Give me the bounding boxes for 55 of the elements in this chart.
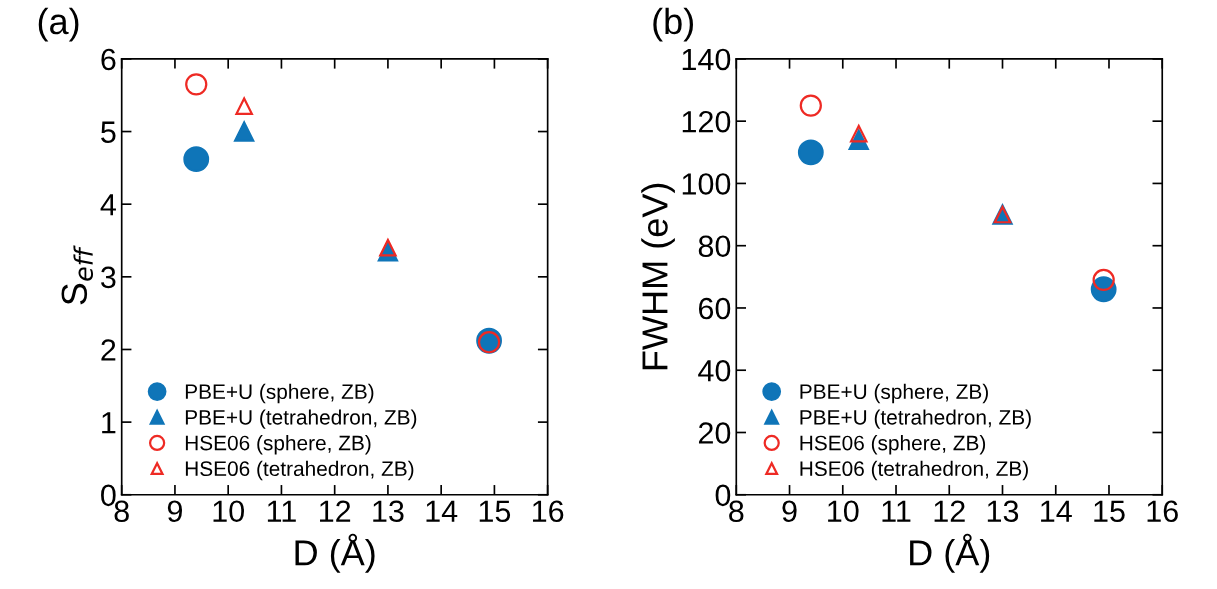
point	[797, 139, 824, 166]
x-tick-label: 8	[114, 500, 129, 523]
y-tick-label: 140	[682, 48, 731, 71]
x-axis-title: D (Å)	[910, 533, 990, 573]
x-tick-label: 14	[1041, 500, 1072, 522]
point	[234, 121, 255, 142]
x-tick-label: 9	[167, 500, 182, 523]
x-tick-label: 13	[987, 500, 1019, 523]
legend-label: HSE06 (sphere, ZB)	[185, 435, 371, 455]
y-tick-label: 1	[102, 412, 116, 434]
legend-label: PBE+U (tetrahedron, ZB)	[800, 409, 1031, 429]
x-tick-label: 16	[532, 500, 564, 523]
point	[1092, 268, 1115, 292]
text: (a)	[38, 7, 79, 42]
legend-label: HSE06 (sphere, ZB)	[800, 435, 986, 455]
legend-label: PBE+U (sphere, ZB)	[800, 383, 988, 404]
x-tick-label: 16	[1147, 500, 1178, 523]
y-tick-label: 80	[698, 235, 731, 258]
y-tick-label: 6	[101, 48, 116, 71]
y-tick-label: 100	[682, 173, 731, 195]
x-tick-label: 9	[782, 500, 797, 523]
point	[379, 238, 397, 257]
point	[183, 146, 210, 173]
point	[799, 94, 822, 117]
y-tick-label: 40	[698, 359, 731, 382]
legend-label: HSE06 (tetrahedron, ZB)	[185, 460, 414, 481]
x-tick-label: 12	[320, 500, 351, 522]
y-axis-title: S$_{eff}$	[61, 245, 94, 305]
x-axis-title: D (Å)	[295, 533, 375, 573]
y-tick-label: 60	[698, 297, 731, 320]
point	[235, 97, 253, 115]
legend-label: PBE+U (tetrahedron, ZB)	[185, 409, 417, 429]
x-tick-label: 12	[934, 500, 965, 522]
x-tick-label: 11	[267, 500, 296, 522]
y-tick-label: 0	[101, 484, 116, 507]
legend-label: HSE06 (tetrahedron, ZB)	[800, 460, 1028, 481]
y-axis-title: FWHM (eV)	[641, 183, 675, 370]
y-tick-label: 20	[698, 422, 731, 444]
x-tick-label: 13	[373, 500, 404, 523]
x-tick-label: 14	[426, 500, 458, 522]
x-tick-label: 8	[729, 500, 744, 523]
x-tick-label: 10	[213, 500, 244, 523]
x-tick-label: 10	[828, 500, 859, 523]
y-tick-label: 0	[715, 484, 731, 507]
legend-label: PBE+U (sphere, ZB)	[185, 383, 374, 404]
y-tick-label: 4	[100, 194, 116, 216]
y-tick-label: 3	[101, 266, 116, 289]
y-tick-label: 2	[101, 339, 116, 361]
x-tick-label: 15	[1094, 500, 1125, 523]
text: (b)	[653, 7, 693, 42]
x-tick-label: 11	[882, 500, 911, 522]
y-tick-label: 5	[101, 121, 116, 143]
y-tick-label: 120	[682, 110, 731, 133]
point	[185, 73, 208, 96]
x-tick-label: 15	[479, 500, 511, 523]
